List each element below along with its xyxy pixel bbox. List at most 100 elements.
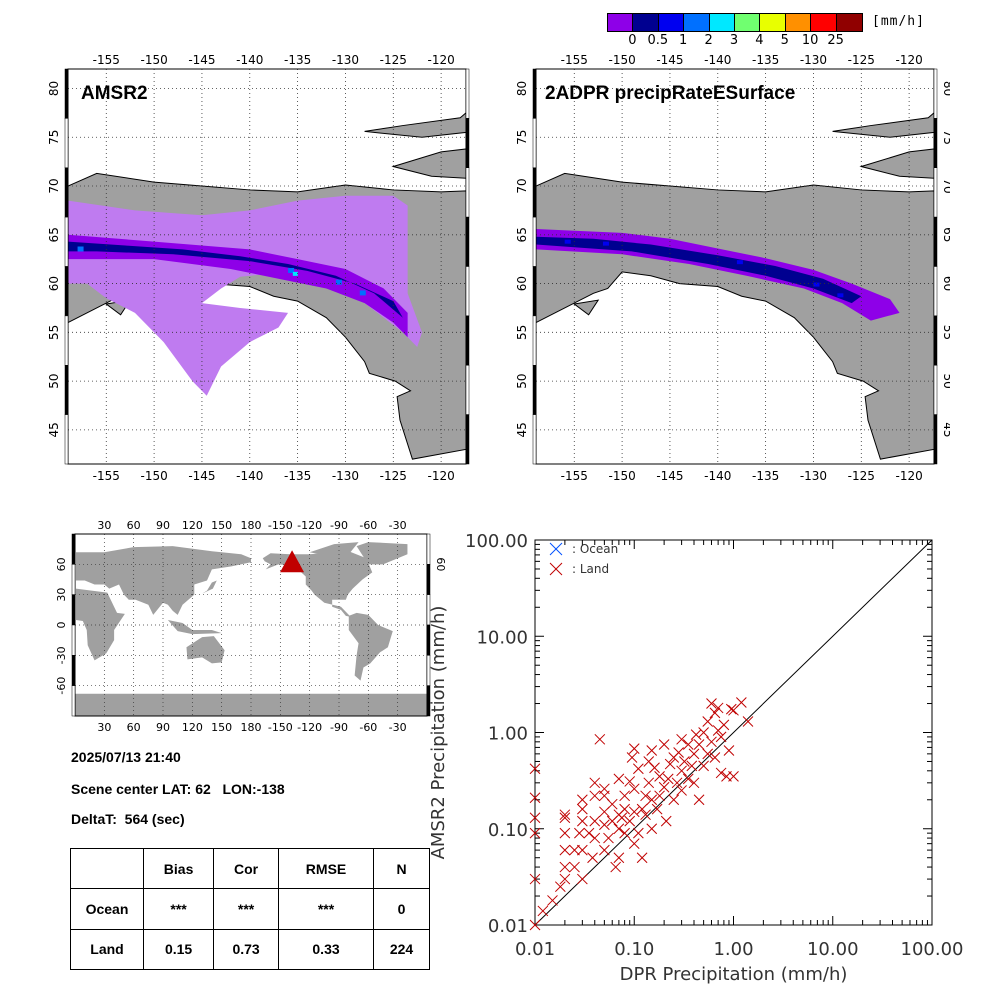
frame-segment xyxy=(426,624,431,656)
lat-tick-label: 45 xyxy=(941,422,950,437)
data-point xyxy=(682,773,694,785)
frame-segment xyxy=(64,68,69,119)
lon-tick-label: -125 xyxy=(848,53,875,67)
lat-tick-label: 70 xyxy=(941,178,950,193)
lon-tick-label: -140 xyxy=(704,53,731,67)
frame-segment xyxy=(71,685,76,717)
data-point xyxy=(628,783,640,795)
data-point xyxy=(658,781,670,793)
data-point xyxy=(676,765,687,777)
globe-lon-label: -120 xyxy=(297,519,322,532)
globe-lat-label: 60 xyxy=(55,557,68,571)
colorbar-swatch xyxy=(810,13,838,32)
colorbar-swatch xyxy=(683,13,711,32)
colorbar-swatch xyxy=(759,13,787,32)
lat-tick-label: 50 xyxy=(515,373,529,388)
stats-bias: 0.15 xyxy=(142,928,215,971)
data-point xyxy=(619,790,630,802)
frame-segment xyxy=(64,167,69,218)
data-point xyxy=(626,752,638,763)
data-point xyxy=(702,716,714,727)
lat-tick-label: 65 xyxy=(515,227,529,242)
lon-tick-label: -140 xyxy=(704,469,731,483)
frame-segment xyxy=(532,315,537,366)
amsr2-map: -155 -155 -150 -150 -145 -145 -140 -140 -135 -135… xyxy=(47,53,470,483)
colorbar-swatch xyxy=(734,13,762,32)
lat-tick-label: 50 xyxy=(941,373,950,388)
globe-lon-label: 90 xyxy=(156,519,170,532)
colorbar-tick-label: 1 xyxy=(679,33,688,48)
globe-lon-label: -60 xyxy=(359,721,377,734)
stats-row-land: Land 0.15 0.73 0.33 224 xyxy=(70,928,430,971)
data-point xyxy=(537,905,549,917)
colorbar-tick-label: 4 xyxy=(755,33,764,48)
x-tick-label: 0.01 xyxy=(515,939,555,960)
lon-tick-label: -145 xyxy=(188,53,215,67)
colorbar-swatch xyxy=(835,13,863,32)
stats-rmse: *** xyxy=(277,888,375,930)
data-point xyxy=(649,762,660,774)
data-point xyxy=(529,763,541,775)
data-point xyxy=(715,731,727,743)
data-point xyxy=(529,792,541,804)
data-point xyxy=(559,873,571,885)
x-tick-label: 1.00 xyxy=(713,939,753,960)
data-point xyxy=(628,838,640,850)
data-point xyxy=(599,819,610,831)
one-to-one-line xyxy=(534,539,933,926)
lon-tick-label: -145 xyxy=(188,469,215,483)
stats-header-bias: Bias xyxy=(142,847,215,890)
plot-frame xyxy=(534,539,933,926)
globe-lat-label: -30 xyxy=(55,646,68,664)
data-point xyxy=(643,777,655,789)
globe-lat-label: -60 xyxy=(55,677,68,695)
lat-tick-label: 60 xyxy=(47,276,61,291)
data-point xyxy=(577,815,588,827)
data-point xyxy=(706,736,717,748)
lon-tick-label: -150 xyxy=(140,53,167,67)
lat-tick-label: 45 xyxy=(515,422,529,437)
lat-tick-label: 45 xyxy=(47,422,61,437)
globe-lon-label: 30 xyxy=(97,519,111,532)
y-tick-label: 10.00 xyxy=(476,627,528,648)
x-tick-label: 0.10 xyxy=(614,939,654,960)
colorbar-swatch xyxy=(607,13,635,32)
data-point xyxy=(577,873,588,885)
lon-tick-label: -150 xyxy=(608,469,635,483)
globe-lon-label: 180 xyxy=(241,519,262,532)
data-point xyxy=(688,748,700,760)
data-point xyxy=(589,815,601,827)
data-point xyxy=(594,733,606,745)
globe-lon-label: 150 xyxy=(211,721,232,734)
data-point xyxy=(654,771,665,782)
continent-eurasia xyxy=(75,546,251,615)
data-point xyxy=(583,827,595,839)
y-tick-label: 100.00 xyxy=(465,531,528,552)
data-point xyxy=(616,812,628,824)
frame-segment xyxy=(71,533,76,565)
data-point xyxy=(658,739,670,750)
globe-lon-label: -30 xyxy=(389,519,407,532)
stats-header-corner xyxy=(70,847,144,890)
lat-tick-label: 80 xyxy=(941,81,950,96)
precip-cell xyxy=(564,239,571,244)
colorbar-tick-label: 3 xyxy=(729,33,739,48)
frame-segment xyxy=(465,216,470,267)
data-point xyxy=(589,832,601,844)
globe-lon-label: 60 xyxy=(127,519,141,532)
colorbar-swatch xyxy=(784,13,813,32)
stats-header-n: N xyxy=(373,847,430,890)
y-tick-label: 1.00 xyxy=(488,724,528,745)
globe-lon-label: 90 xyxy=(156,721,170,734)
lat-tick-label: 65 xyxy=(941,227,950,242)
lat-tick-label: 50 xyxy=(47,373,61,388)
frame-segment xyxy=(933,365,938,415)
frame-segment xyxy=(64,365,69,415)
data-point xyxy=(725,703,737,715)
data-point xyxy=(577,803,588,815)
stats-row-label: Ocean xyxy=(70,888,144,930)
data-point xyxy=(693,739,705,750)
data-point xyxy=(640,809,651,821)
legend-marker xyxy=(549,542,563,556)
data-point xyxy=(651,803,663,815)
